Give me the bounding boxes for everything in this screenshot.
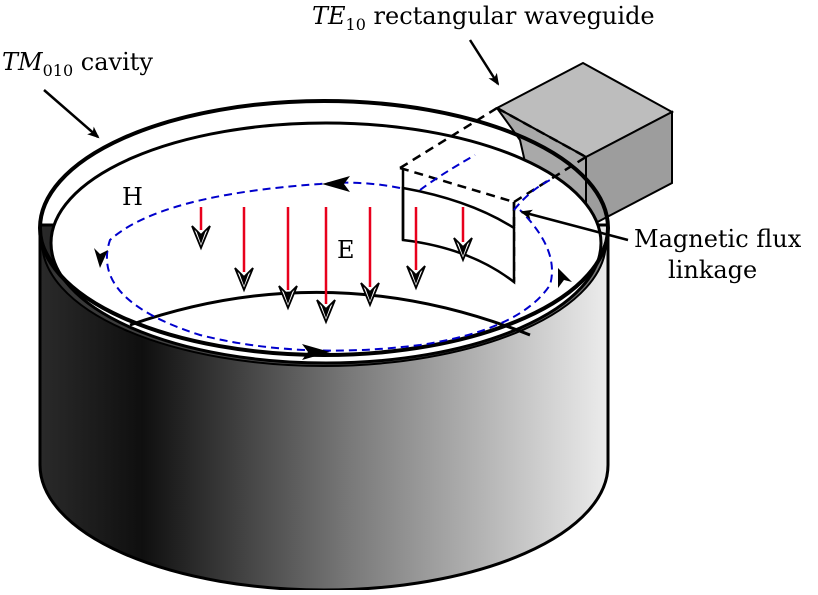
e-field-arrowhead-core: [283, 290, 293, 304]
cavity-callout-arrow: [43, 89, 100, 139]
e-field-arrowhead-core: [365, 287, 375, 301]
flux-callout-arrow: [520, 209, 629, 242]
flux-label-line2: linkage: [668, 256, 757, 284]
e-field-arrows: [191, 207, 473, 325]
h-arrow-top: [322, 176, 350, 192]
cavity-top-rim: [38, 99, 610, 357]
h-field-label: H: [122, 183, 143, 211]
cylindrical-cavity: [38, 99, 610, 592]
flux-label-line1: Magnetic flux: [634, 225, 802, 253]
waveguide-callout-arrow: [468, 39, 500, 86]
e-field-arrowhead-core: [321, 304, 331, 318]
h-arrow-left: [94, 248, 108, 268]
h-arrow-bottom: [302, 344, 330, 360]
waveguide-label: TE10 rectangular waveguide: [312, 2, 655, 34]
e-field-arrowhead-core: [458, 242, 468, 256]
cavity-label: TM010 cavity: [2, 48, 153, 80]
h-arrow-right: [558, 268, 572, 288]
e-field-arrowhead-core: [411, 270, 421, 284]
e-field-arrowhead-core: [239, 272, 249, 286]
h-loop-arrowheads: [94, 176, 572, 360]
e-field-arrowhead-core: [196, 230, 206, 244]
e-field-label: E: [337, 236, 355, 264]
h-field-loop: [105, 154, 553, 352]
callout-arrows: [43, 39, 629, 242]
cavity-floor-edge: [129, 290, 531, 337]
coupling-aperture: [401, 168, 516, 285]
